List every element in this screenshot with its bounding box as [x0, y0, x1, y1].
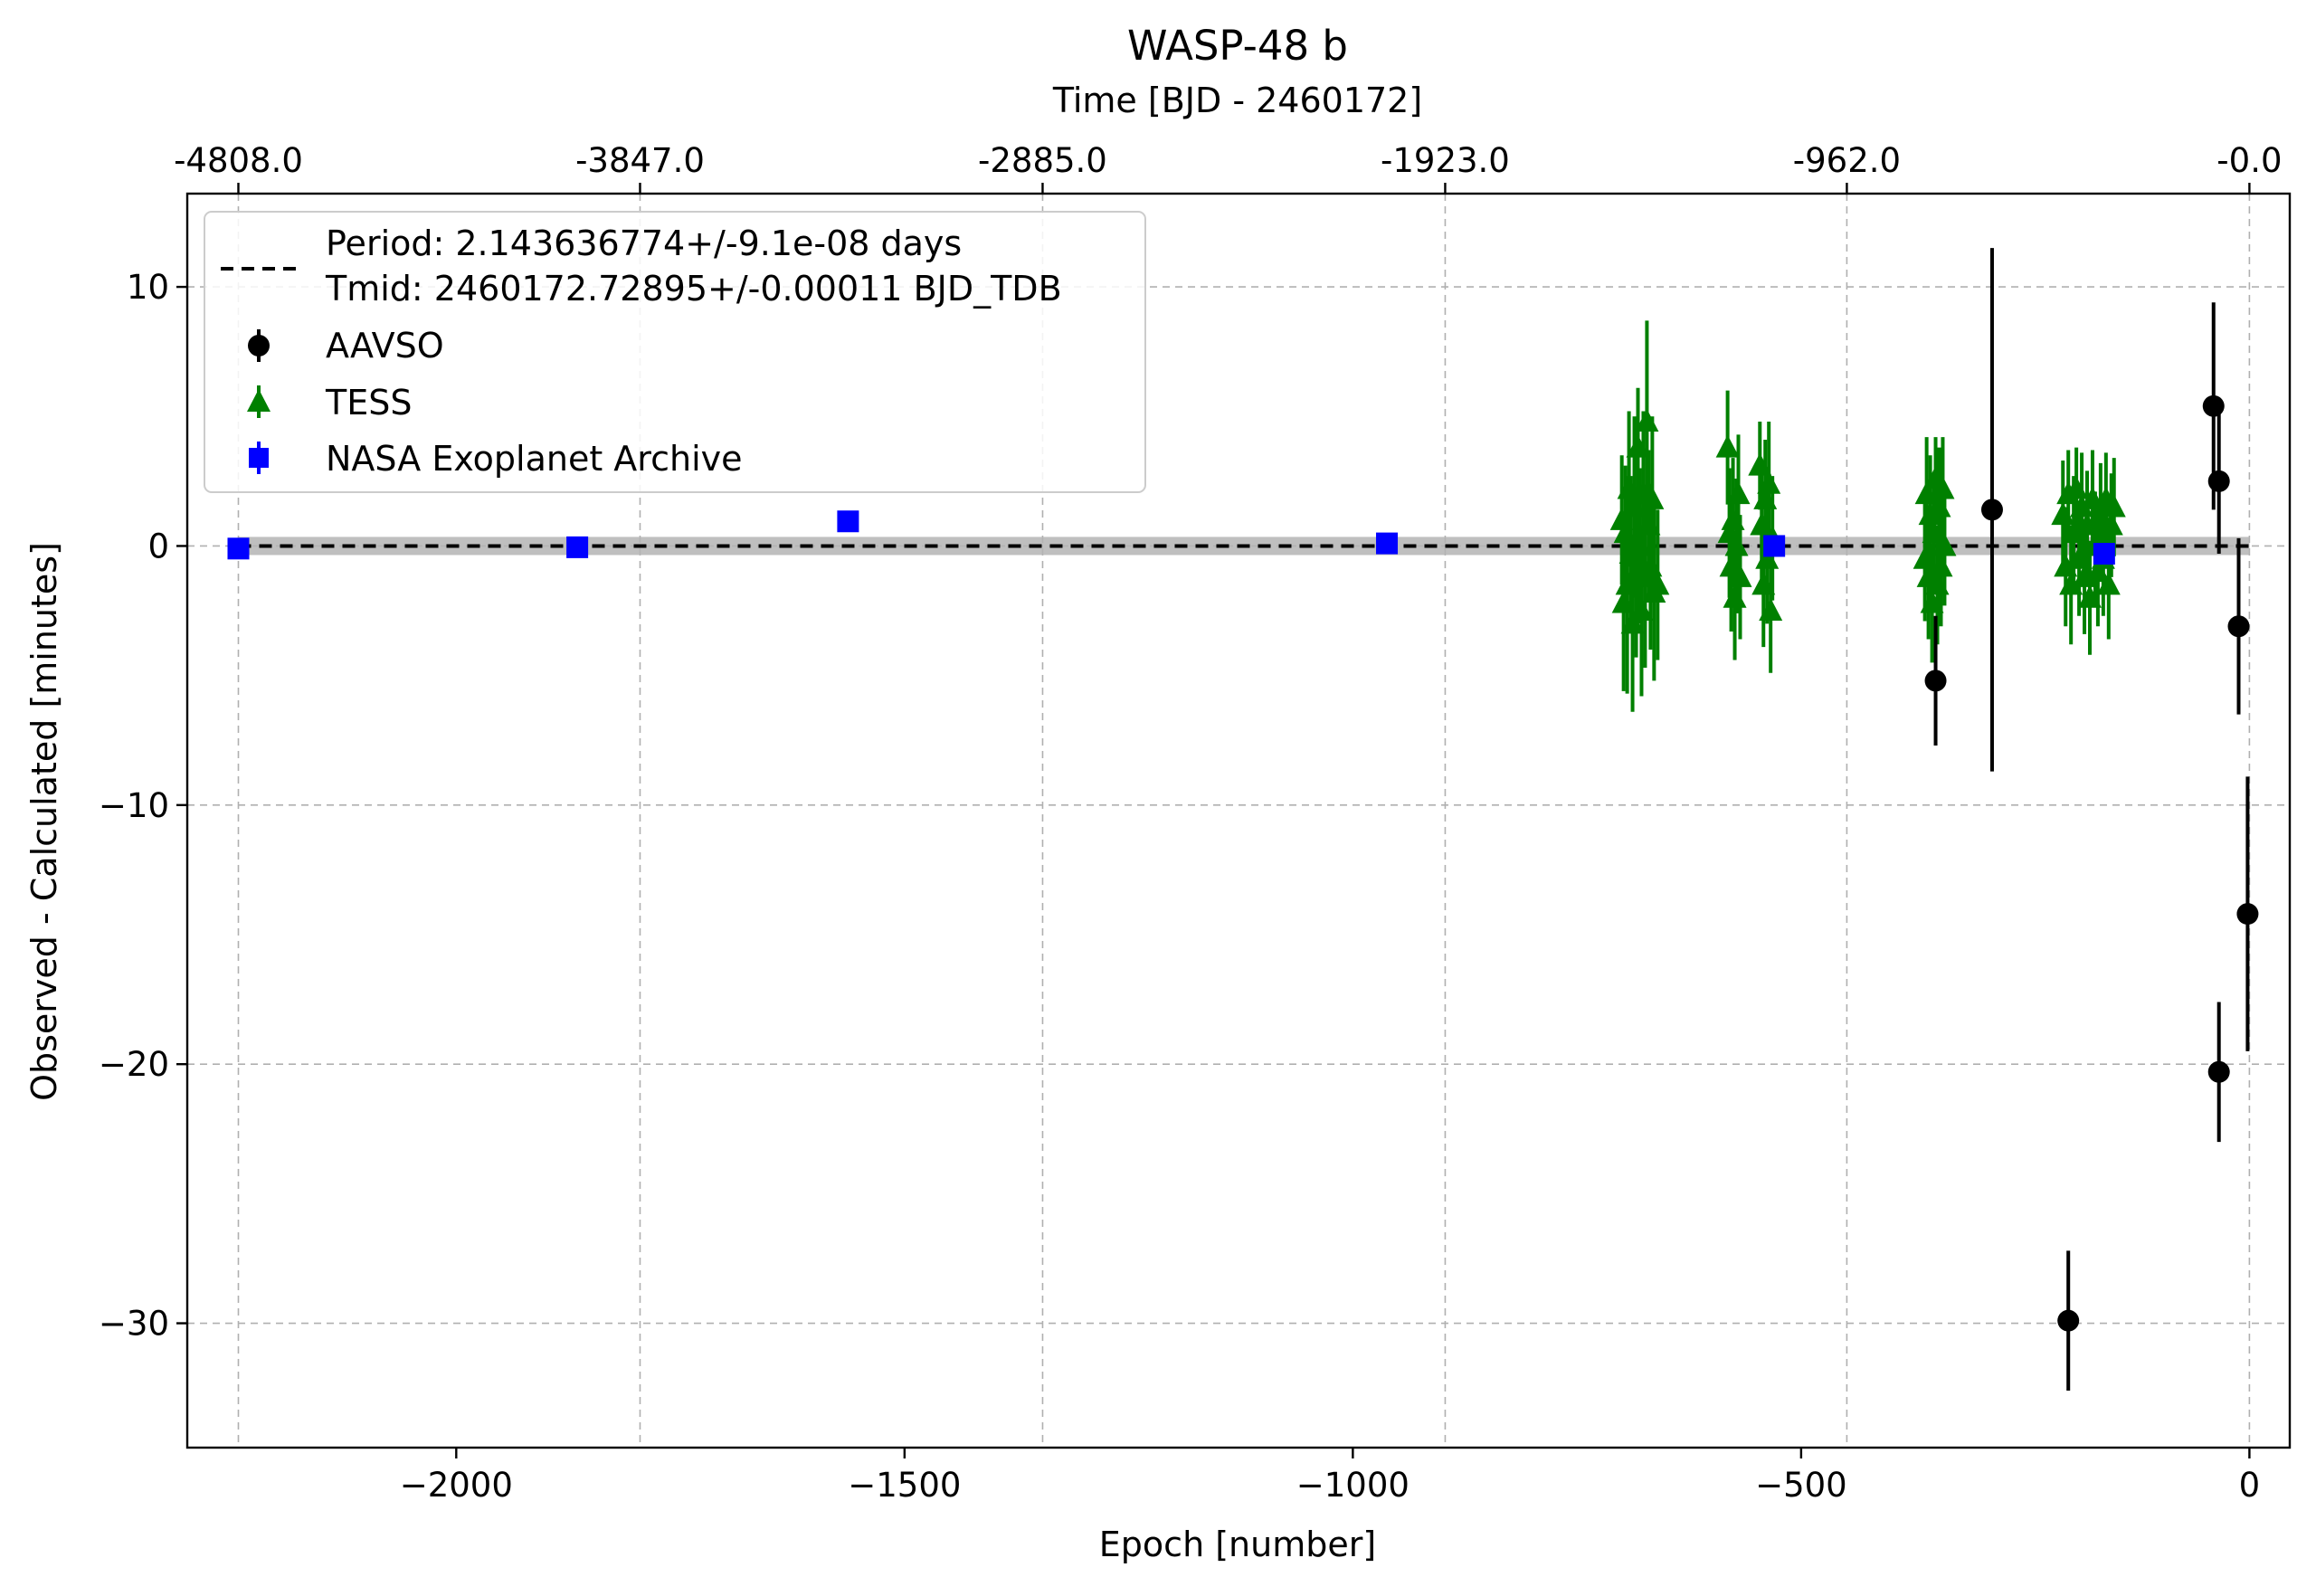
- aavso-point: [2207, 470, 2230, 492]
- x-tick-label: −500: [1755, 1466, 1847, 1505]
- y-tick-label: −20: [99, 1045, 169, 1084]
- tess-point: [1929, 554, 1953, 577]
- legend: Period: 2.143636774+/-9.1e-08 days Tmid:…: [204, 211, 1146, 493]
- aavso-point: [1924, 670, 1947, 692]
- legend-fit-tmid: Tmid: 2460172.72895+/-0.00011 BJD_TDB: [325, 269, 1062, 309]
- legend-nasa-label: NASA Exoplanet Archive: [326, 439, 743, 479]
- tess-point: [1759, 598, 1783, 622]
- tess-point: [2096, 572, 2121, 595]
- nasa-exoplanet-archive-point: [566, 536, 589, 558]
- y-tick-label: 10: [127, 268, 169, 307]
- top-x-tick-label: -2885.0: [978, 141, 1107, 180]
- x-tick-label: 0: [2239, 1466, 2261, 1505]
- x-axis-label: Epoch [number]: [1099, 1525, 1376, 1564]
- nasa-exoplanet-archive-point: [1376, 532, 1399, 555]
- bottom-x-axis-ticks: −2000 −1500 −1000 −500 0: [400, 1448, 2260, 1505]
- tess-point: [1620, 611, 1645, 634]
- top-x-tick-label: -4808.0: [174, 141, 303, 180]
- nasa-exoplanet-archive-point: [227, 537, 250, 560]
- tess-point: [1726, 481, 1751, 505]
- tess-point: [2059, 572, 2083, 595]
- tess-point: [2077, 584, 2102, 608]
- nasa-exoplanet-archive-point: [1763, 535, 1786, 557]
- legend-aavso-marker: [248, 335, 270, 356]
- y-axis-ticks: 10 0 −10 −20 −30: [99, 268, 187, 1344]
- legend-aavso-label: AAVSO: [326, 326, 444, 366]
- chart-title: WASP-48 b: [1127, 22, 1348, 70]
- aavso-point: [2207, 1060, 2230, 1083]
- aavso-point: [2202, 394, 2225, 417]
- y-tick-label: 0: [147, 527, 169, 565]
- tess-point: [1728, 564, 1752, 587]
- plot-frame: [185, 192, 2292, 1449]
- top-x-tick-label: -0.0: [2216, 141, 2282, 180]
- tess-point: [1715, 434, 1740, 458]
- aavso-point: [1980, 499, 2003, 521]
- x-tick-label: −1500: [848, 1466, 961, 1505]
- top-x-tick-label: -962.0: [1793, 141, 1901, 180]
- x-tick-label: −1000: [1296, 1466, 1410, 1505]
- tess-point: [1646, 572, 1670, 595]
- tess-point: [1640, 486, 1665, 509]
- tess-point: [2102, 494, 2126, 518]
- top-x-tick-label: -3847.0: [575, 141, 705, 180]
- legend-tess-marker: [247, 389, 271, 412]
- tess-point: [1932, 533, 1957, 556]
- y-tick-label: −30: [99, 1305, 169, 1344]
- tess-point: [1629, 598, 1654, 622]
- aavso-point: [2227, 615, 2250, 638]
- legend-tess-label: TESS: [325, 383, 412, 423]
- legend-box: [204, 211, 1146, 493]
- tess-point: [2099, 512, 2123, 536]
- aavso-point: [2236, 903, 2259, 926]
- data-points: [227, 248, 2259, 1391]
- aavso-point: [2057, 1309, 2080, 1332]
- top-x-axis-label: Time [BJD - 2460172]: [1052, 81, 1422, 120]
- top-x-tick-label: -1923.0: [1381, 141, 1510, 180]
- y-tick-label: −10: [99, 786, 169, 825]
- nasa-exoplanet-archive-point: [2093, 543, 2115, 565]
- nasa-exoplanet-archive-point: [837, 510, 859, 533]
- legend-nasa-marker: [249, 448, 269, 468]
- tess-point: [1757, 470, 1781, 494]
- y-axis-label: Observed - Calculated [minutes]: [24, 542, 64, 1101]
- top-x-axis-ticks: -4808.0 -3847.0 -2885.0 -1923.0 -962.0 -0.0: [174, 141, 2283, 194]
- x-tick-label: −2000: [400, 1466, 513, 1505]
- legend-fit-period: Period: 2.143636774+/-9.1e-08 days: [326, 223, 962, 263]
